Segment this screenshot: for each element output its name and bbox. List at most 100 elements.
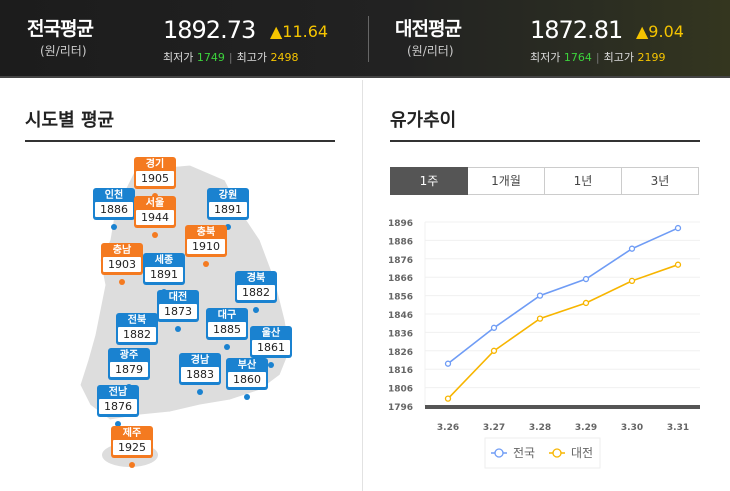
region-price: 1879: [110, 362, 148, 377]
national-price: 1892.73: [163, 16, 256, 44]
region-marker: [224, 344, 230, 350]
y-tick-label: 1866: [388, 274, 413, 284]
region-badge[interactable]: 대구 1885: [206, 308, 248, 350]
region-price: 1903: [103, 257, 141, 272]
region-marker: [244, 394, 250, 400]
x-tick-label: 3.31: [667, 423, 689, 433]
data-point: [444, 395, 452, 402]
region-name: 충남: [112, 245, 132, 256]
data-point: [536, 292, 544, 299]
national-change: ▲11.64: [270, 22, 329, 41]
region-price: 1873: [159, 304, 197, 319]
region-price: 1925: [113, 440, 151, 455]
y-tick-label: 1876: [388, 256, 413, 266]
national-title: 전국평균: [27, 18, 94, 40]
region-badge[interactable]: 경남 1883: [179, 353, 221, 395]
region-badge[interactable]: 대전 1873: [157, 290, 199, 332]
region-badge[interactable]: 경북 1882: [235, 271, 277, 313]
legend-label: 대전: [571, 446, 593, 460]
region-price: 1910: [187, 239, 225, 254]
map-section-title: 시도별 평균: [25, 110, 115, 131]
data-point: [536, 315, 544, 322]
x-tick-label: 3.28: [529, 423, 551, 433]
region-name: 경북: [246, 273, 266, 284]
y-tick-label: 1836: [388, 329, 413, 339]
legend-marker: [494, 448, 504, 458]
region-marker: [197, 389, 203, 395]
region-marker: [175, 326, 181, 332]
region-marker: [129, 462, 135, 468]
data-point: [582, 275, 590, 283]
region-badge[interactable]: 전남 1876: [97, 385, 139, 427]
y-tick-label: 1816: [388, 366, 413, 376]
region-badge[interactable]: 전북 1882: [116, 313, 158, 355]
daejeon-title: 대전평균: [395, 18, 462, 40]
x-tick-label: 3.29: [575, 423, 597, 433]
daejeon-unit: (원/리터): [407, 44, 454, 58]
data-point: [444, 360, 452, 367]
region-badge[interactable]: 제주 1925: [111, 426, 153, 468]
region-badge[interactable]: 경기 1905: [134, 157, 176, 199]
region-badge[interactable]: 울산 1861: [250, 326, 292, 368]
series-line-대전: [447, 263, 679, 400]
region-price: 1891: [145, 267, 183, 282]
trend-section-title: 유가추이: [390, 110, 457, 131]
x-axis-bar: [425, 405, 700, 409]
region-name: 대구: [217, 310, 237, 321]
region-price: 1882: [237, 285, 275, 300]
region-name: 강원: [218, 190, 238, 201]
y-tick-label: 1856: [388, 293, 413, 303]
data-point: [490, 347, 498, 354]
region-badge[interactable]: 광주 1879: [108, 348, 150, 390]
region-marker: [203, 261, 209, 267]
daejeon-minmax: 최저가 1764 | 최고가 2199: [530, 51, 666, 64]
data-point: [674, 224, 682, 232]
region-badge[interactable]: 충남 1903: [101, 243, 143, 285]
y-tick-label: 1796: [388, 403, 413, 413]
tab-1year[interactable]: 1년: [545, 167, 622, 195]
data-point: [628, 245, 636, 252]
region-marker: [253, 307, 259, 313]
data-point: [490, 324, 498, 331]
legend-marker: [552, 448, 562, 458]
region-name: 경남: [190, 355, 210, 366]
region-price: 1883: [181, 367, 219, 382]
region-badge[interactable]: 서울 1944: [134, 196, 176, 238]
region-badge[interactable]: 부산 1860: [226, 358, 268, 400]
region-marker: [225, 224, 231, 230]
region-badge[interactable]: 세종 1891: [143, 253, 185, 295]
region-price: 1882: [118, 327, 156, 342]
tab-1month[interactable]: 1개월: [468, 167, 545, 195]
period-tabs: 1주 1개월 1년 3년: [390, 167, 699, 195]
region-name: 세종: [154, 255, 174, 266]
region-badge[interactable]: 인천 1886: [93, 188, 135, 230]
region-name: 서울: [145, 198, 165, 209]
national-unit: (원/리터): [40, 44, 87, 58]
y-tick-label: 1846: [388, 311, 413, 321]
tab-1week[interactable]: 1주: [390, 167, 468, 195]
region-marker: [268, 362, 274, 368]
data-point: [582, 299, 590, 307]
region-badge[interactable]: 충북 1910: [185, 225, 227, 267]
region-name: 경기: [145, 159, 165, 170]
region-marker: [115, 421, 121, 427]
y-tick-label: 1806: [388, 385, 413, 395]
region-name: 울산: [261, 328, 281, 339]
x-tick-label: 3.30: [621, 423, 643, 433]
region-price: 1885: [208, 322, 246, 337]
region-badge[interactable]: 강원 1891: [207, 188, 249, 230]
region-name: 대전: [168, 292, 188, 303]
region-name: 전남: [108, 387, 128, 398]
map-title-underline: [25, 140, 335, 142]
header-divider: [368, 16, 369, 62]
price-header: 전국평균 (원/리터) 1892.73 ▲11.64 최저가 1749 | 최고가 …: [0, 0, 730, 78]
tab-3year[interactable]: 3년: [622, 167, 699, 195]
daejeon-change: ▲9.04: [636, 22, 684, 41]
region-price: 1905: [136, 171, 174, 186]
region-price: 1876: [99, 399, 137, 414]
region-price: 1891: [209, 202, 247, 217]
data-point: [674, 261, 682, 268]
y-tick-label: 1886: [388, 237, 413, 247]
region-marker: [152, 232, 158, 238]
